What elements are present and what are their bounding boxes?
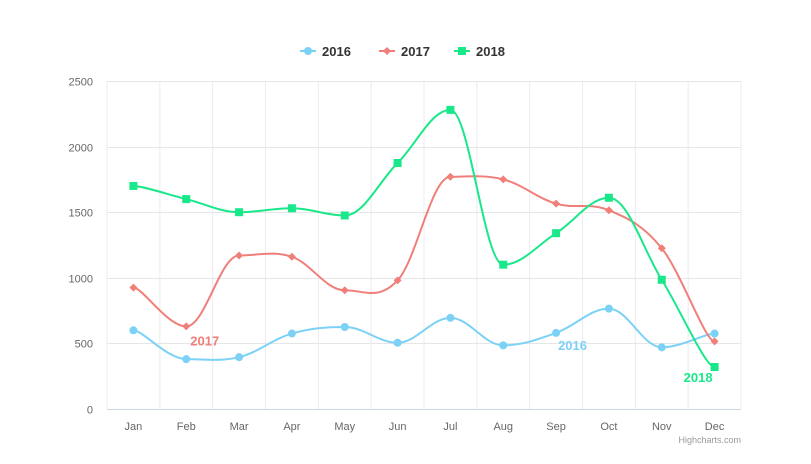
data-point-2018[interactable] [287, 204, 296, 213]
series-2018: 2018 [129, 105, 719, 385]
data-point-2018[interactable] [604, 193, 613, 202]
series-data-label: 2016 [558, 338, 587, 353]
series-2016: 2016 [129, 304, 719, 364]
data-point-2017[interactable] [182, 322, 191, 331]
legend-marker[interactable] [383, 47, 391, 55]
data-point-2016[interactable] [287, 329, 296, 338]
data-point-2018[interactable] [657, 275, 666, 284]
data-point-2016[interactable] [129, 326, 138, 335]
y-tick-label: 2500 [69, 77, 93, 89]
data-point-2016[interactable] [657, 343, 666, 352]
data-point-2017[interactable] [604, 206, 613, 215]
x-tick-label: Mar [230, 421, 249, 433]
x-tick-label: Apr [283, 421, 300, 433]
legend-item-2018[interactable]: 2018 [454, 44, 505, 59]
y-tick-label: 1500 [69, 208, 93, 220]
data-point-2018[interactable] [393, 159, 402, 167]
legend-item-2016[interactable]: 2016 [300, 44, 351, 59]
series-2017: 2017 [129, 172, 719, 348]
data-point-2016[interactable] [340, 323, 349, 331]
series-data-label: 2018 [684, 370, 713, 385]
data-point-2017[interactable] [657, 244, 666, 253]
x-tick-label: Jun [389, 421, 407, 433]
x-tick-label: Dec [705, 421, 725, 433]
y-tick-label: 0 [87, 405, 93, 417]
axes: 0 500 1000 1500 2000 2500 Jan Feb Mar Apr May Jun Ju… [69, 77, 741, 433]
y-tick-label: 1000 [69, 274, 93, 286]
x-tick-label: Nov [652, 421, 672, 433]
x-tick-label: Jul [443, 421, 457, 433]
x-tick-label: Sep [546, 421, 566, 433]
data-point-2017[interactable] [129, 283, 138, 292]
data-point-2017[interactable] [499, 175, 508, 184]
series-data-label: 2017 [190, 333, 219, 348]
legend-label: 2016 [322, 44, 351, 59]
legend-item-2017[interactable]: 2017 [379, 44, 430, 59]
data-point-2017[interactable] [235, 251, 244, 260]
legend-marker[interactable] [304, 47, 312, 55]
x-tick-label: Oct [600, 421, 617, 433]
data-point-2016[interactable] [182, 355, 191, 364]
data-point-2018[interactable] [182, 195, 191, 204]
x-tick-label: Jan [125, 421, 143, 433]
data-point-2018[interactable] [129, 181, 138, 190]
credits-link[interactable]: Highcharts.com [678, 435, 741, 445]
legend-label: 2017 [401, 44, 430, 59]
data-point-2016[interactable] [552, 328, 561, 337]
data-point-2018[interactable] [446, 105, 455, 114]
data-point-2016[interactable] [393, 338, 402, 347]
data-point-2017[interactable] [552, 199, 561, 208]
y-tick-label: 500 [75, 339, 93, 351]
data-point-2017[interactable] [446, 172, 455, 181]
data-point-2016[interactable] [710, 329, 719, 338]
data-point-2017[interactable] [710, 337, 719, 346]
legend[interactable]: 2016 2017 2018 [300, 44, 505, 59]
data-point-2018[interactable] [340, 211, 349, 220]
x-tick-label: May [334, 421, 355, 433]
grid [106, 81, 742, 410]
data-point-2016[interactable] [499, 341, 508, 350]
series-line-2017[interactable] [132, 175, 716, 343]
data-point-2017[interactable] [340, 286, 349, 295]
data-point-2018[interactable] [499, 260, 508, 269]
data-point-2016[interactable] [604, 304, 613, 313]
data-point-2016[interactable] [446, 313, 455, 322]
legend-label: 2018 [476, 44, 505, 59]
data-point-2018[interactable] [235, 208, 244, 217]
legend-marker[interactable] [458, 47, 466, 55]
x-tick-label: Aug [493, 421, 513, 433]
data-point-2016[interactable] [235, 353, 244, 362]
series-group: 2016 2017 2018 [129, 105, 719, 385]
y-tick-label: 2000 [69, 143, 93, 155]
series-line-2016[interactable] [132, 307, 716, 361]
data-point-2017[interactable] [287, 252, 296, 261]
data-point-2017[interactable] [393, 276, 402, 285]
data-point-2018[interactable] [710, 363, 719, 372]
data-point-2018[interactable] [552, 229, 561, 238]
x-tick-label: Feb [177, 421, 196, 433]
